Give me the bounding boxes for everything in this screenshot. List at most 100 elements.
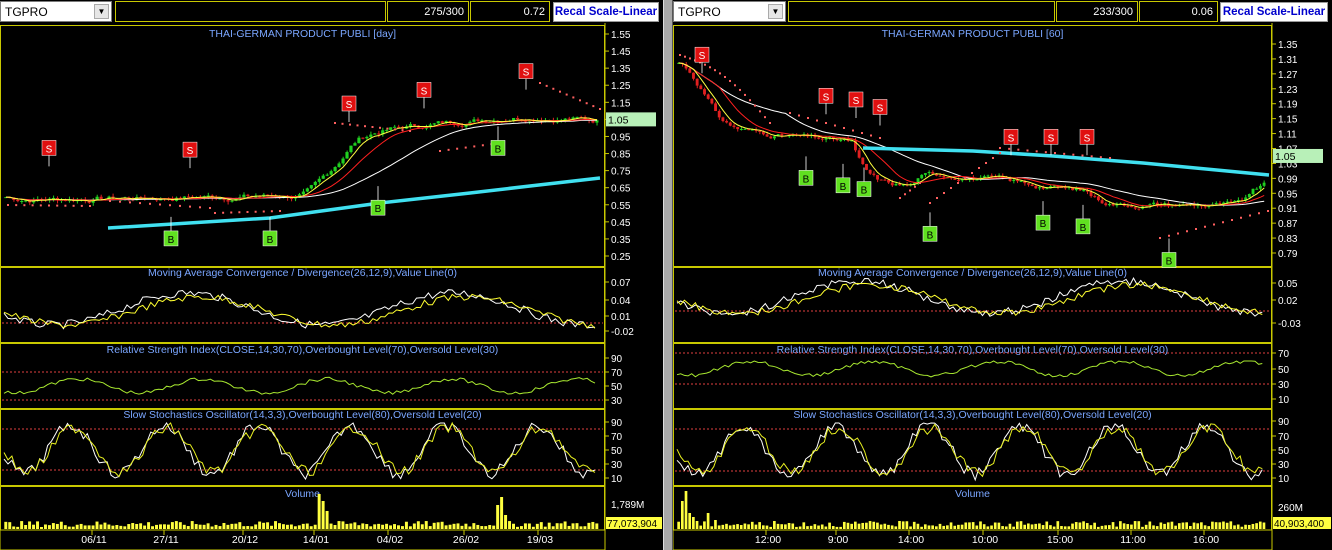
volume-bar bbox=[428, 526, 432, 529]
right-chart-canvas[interactable]: THAI-GERMAN PRODUCT PUBLI [60] Moving Ave… bbox=[673, 23, 1332, 550]
volume-bar bbox=[440, 521, 444, 529]
sar-dot bbox=[447, 148, 450, 151]
sto-tick-label: 70 bbox=[1278, 432, 1290, 443]
candle-body bbox=[408, 124, 413, 127]
price-tick-label: 0.87 bbox=[1278, 219, 1298, 230]
volume-bar bbox=[684, 491, 688, 529]
volume-bar bbox=[1181, 522, 1185, 529]
right-symbol-select[interactable]: TGPRO ▼ bbox=[673, 1, 786, 22]
chevron-down-icon[interactable]: ▼ bbox=[768, 4, 783, 19]
sar-dot bbox=[929, 202, 931, 204]
sar-dot bbox=[23, 204, 26, 207]
date-label: 9:00 bbox=[828, 534, 849, 546]
candle-body bbox=[99, 196, 103, 200]
chevron-down-icon[interactable]: ▼ bbox=[94, 4, 109, 19]
left-symbol-select[interactable]: TGPRO ▼ bbox=[0, 1, 112, 22]
volume-bar bbox=[1177, 523, 1181, 529]
volume-title: Volume bbox=[955, 488, 990, 500]
pane-splitter[interactable] bbox=[663, 0, 673, 550]
sar-dot bbox=[254, 210, 257, 213]
candle-body bbox=[1027, 183, 1030, 185]
sar-dot bbox=[545, 84, 548, 87]
volume-bar bbox=[1045, 521, 1049, 529]
volume-tick-label: 260M bbox=[1278, 503, 1303, 514]
right-recal-button[interactable]: Recal Scale-Linear bbox=[1220, 2, 1328, 22]
volume-bar bbox=[1089, 525, 1093, 529]
volume-bar bbox=[488, 525, 492, 529]
right-symbol-value: TGPRO bbox=[678, 5, 721, 19]
volume-bar bbox=[28, 521, 32, 529]
sell-signal-label: S bbox=[877, 103, 884, 114]
rsi-tick-label: 70 bbox=[1278, 349, 1290, 360]
candle-body bbox=[436, 121, 440, 124]
volume-bar bbox=[496, 505, 500, 529]
price-tick-label: 0.35 bbox=[611, 235, 631, 246]
sar-dot bbox=[1090, 155, 1093, 158]
candle-body bbox=[850, 140, 854, 142]
candle-body bbox=[329, 171, 333, 175]
volume-bar bbox=[850, 523, 853, 529]
price-tick-label: 1.19 bbox=[1278, 100, 1298, 111]
candle-body bbox=[393, 126, 397, 128]
candle-body bbox=[377, 133, 381, 135]
volume-bar bbox=[784, 524, 787, 529]
sar-dot bbox=[386, 127, 389, 130]
price-tick-label: 1.15 bbox=[1278, 115, 1298, 126]
sto-tick-label: 50 bbox=[1278, 446, 1290, 457]
candle-body bbox=[571, 117, 575, 120]
sar-dot bbox=[409, 130, 411, 132]
volume-bar bbox=[982, 524, 986, 529]
sar-dot bbox=[139, 202, 141, 205]
sar-dot bbox=[169, 204, 171, 207]
volume-bar bbox=[923, 524, 927, 529]
rsi-tick-label: 50 bbox=[1278, 365, 1290, 376]
buy-signal-icon bbox=[163, 230, 179, 247]
left-chart-canvas[interactable]: THAI-GERMAN PRODUCT PUBLI [day] Moving Av… bbox=[0, 23, 663, 550]
volume-bar bbox=[887, 524, 890, 529]
volume-bar bbox=[1247, 524, 1251, 529]
right-value-box: 0.06 bbox=[1139, 1, 1218, 22]
volume-bar bbox=[4, 521, 8, 529]
volume-bar bbox=[699, 525, 703, 529]
volume-bar bbox=[67, 526, 71, 529]
volume-bar bbox=[1082, 521, 1085, 529]
candle-body bbox=[440, 121, 444, 123]
sar-dot bbox=[999, 152, 1001, 154]
volume-bar bbox=[828, 522, 831, 529]
volume-bar bbox=[424, 521, 428, 529]
date-label: 04/02 bbox=[377, 534, 403, 546]
candle-body bbox=[1074, 188, 1078, 191]
candle-body bbox=[1229, 201, 1233, 203]
sar-dot bbox=[852, 129, 854, 132]
volume-bar bbox=[460, 525, 464, 529]
volume-bar bbox=[1001, 526, 1004, 529]
left-symbol-value: TGPRO bbox=[5, 5, 48, 19]
volume-bar bbox=[846, 522, 850, 529]
volume-bar bbox=[695, 521, 699, 529]
candle-body bbox=[563, 118, 567, 121]
candle-body bbox=[1100, 200, 1104, 204]
volume-bar bbox=[47, 525, 51, 529]
sar-dot bbox=[349, 123, 351, 126]
price-tick-label: 1.15 bbox=[611, 98, 631, 109]
volume-bar bbox=[139, 523, 143, 529]
candle-body bbox=[876, 174, 879, 180]
left-recal-button[interactable]: Recal Scale-Linear bbox=[553, 2, 659, 22]
candle-body bbox=[353, 143, 357, 146]
volume-bar bbox=[484, 526, 488, 529]
volume-bar bbox=[890, 525, 894, 529]
volume-bar bbox=[519, 526, 523, 529]
candle-body bbox=[1251, 188, 1255, 194]
sar-dot bbox=[909, 189, 911, 192]
volume-bar bbox=[8, 522, 12, 529]
sar-dot bbox=[439, 150, 441, 152]
volume-bar bbox=[872, 521, 876, 529]
buy-signal-icon bbox=[1075, 218, 1091, 235]
volume-bar bbox=[333, 525, 337, 529]
macd-tick-label: 0.01 bbox=[611, 312, 631, 323]
volume-bar bbox=[787, 522, 791, 529]
volume-bar bbox=[706, 513, 710, 529]
volume-bar bbox=[971, 522, 975, 529]
volume-bar bbox=[162, 524, 166, 529]
left-toolbar: TGPRO ▼ 275/300 0.72 Recal Scale-Linear bbox=[0, 0, 663, 23]
